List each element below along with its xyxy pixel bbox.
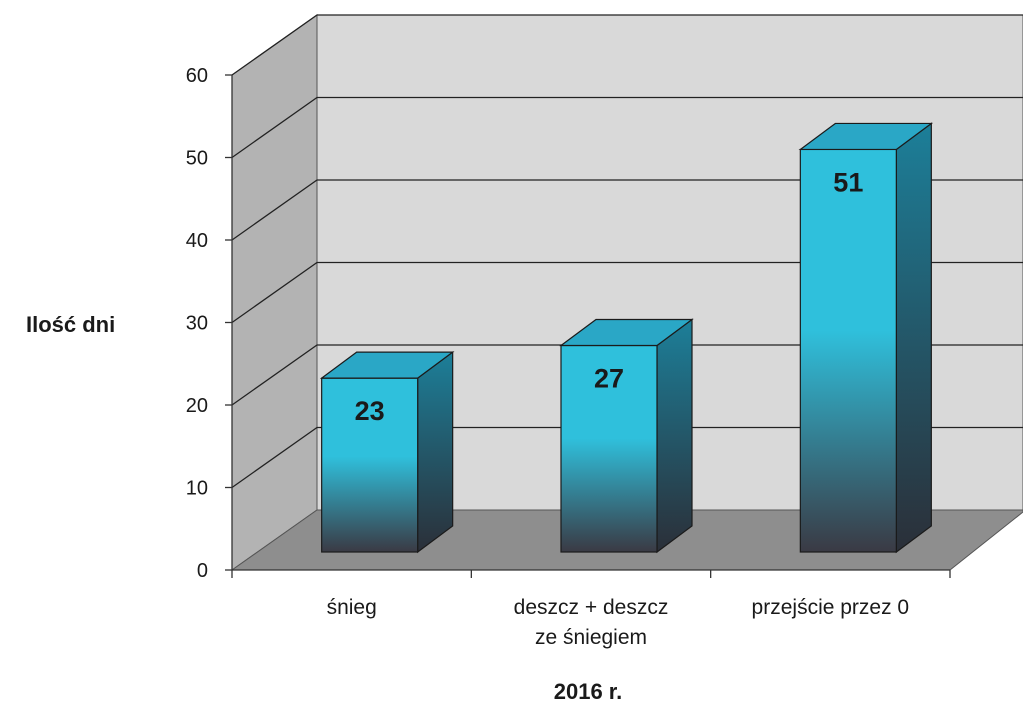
x-tick-label: przejście przez 0 [752, 596, 910, 619]
x-tick-label-line: przejście przez 0 [752, 596, 910, 619]
labels: 23 śnieg 27 deszcz + deszcz ze śniegiem 51 prz… [327, 167, 910, 649]
y-tick-label: 60 [186, 65, 208, 87]
gridline [231, 344, 1023, 406]
data-label: 27 [594, 363, 624, 393]
x-tick-label: deszcz + deszcz ze śniegiem [514, 596, 669, 649]
data-label: 51 [833, 167, 863, 197]
y-tick-label: 50 [186, 148, 208, 170]
data-label: 23 [355, 396, 385, 426]
axes: 0 10 20 30 40 50 60 [186, 65, 951, 582]
bars [319, 122, 934, 554]
y-axis-title: Ilość dni [26, 312, 115, 337]
x-tick-label: śnieg [327, 596, 377, 619]
bar-front [321, 377, 419, 553]
y-tick-label: 30 [186, 313, 208, 335]
bar [319, 350, 455, 554]
gridlines [231, 14, 1023, 489]
gridline [231, 96, 1023, 159]
x-axis-title: 2016 r. [554, 679, 623, 704]
bar-side [417, 350, 454, 554]
bar-top [559, 318, 694, 347]
bar-front [560, 344, 658, 553]
bar-top [798, 122, 934, 151]
y-tick-label: 20 [186, 395, 208, 417]
x-tick-label-line: ze śniegiem [535, 626, 647, 649]
y-tick-label: 40 [186, 230, 208, 252]
gridline [231, 179, 1023, 241]
bar [798, 122, 934, 554]
bar-side [656, 318, 693, 554]
y-tick-label: 0 [197, 560, 208, 582]
gridline [231, 426, 1023, 489]
bar [559, 318, 694, 554]
bar-side [895, 122, 932, 554]
bar-top [319, 351, 455, 379]
gridline [231, 14, 1023, 76]
x-tick-label-line: deszcz + deszcz [514, 596, 669, 619]
bar-front [799, 148, 897, 553]
y-tick-label: 10 [186, 478, 208, 500]
x-tick-label-line: śnieg [327, 596, 377, 619]
gridline [231, 261, 1023, 324]
